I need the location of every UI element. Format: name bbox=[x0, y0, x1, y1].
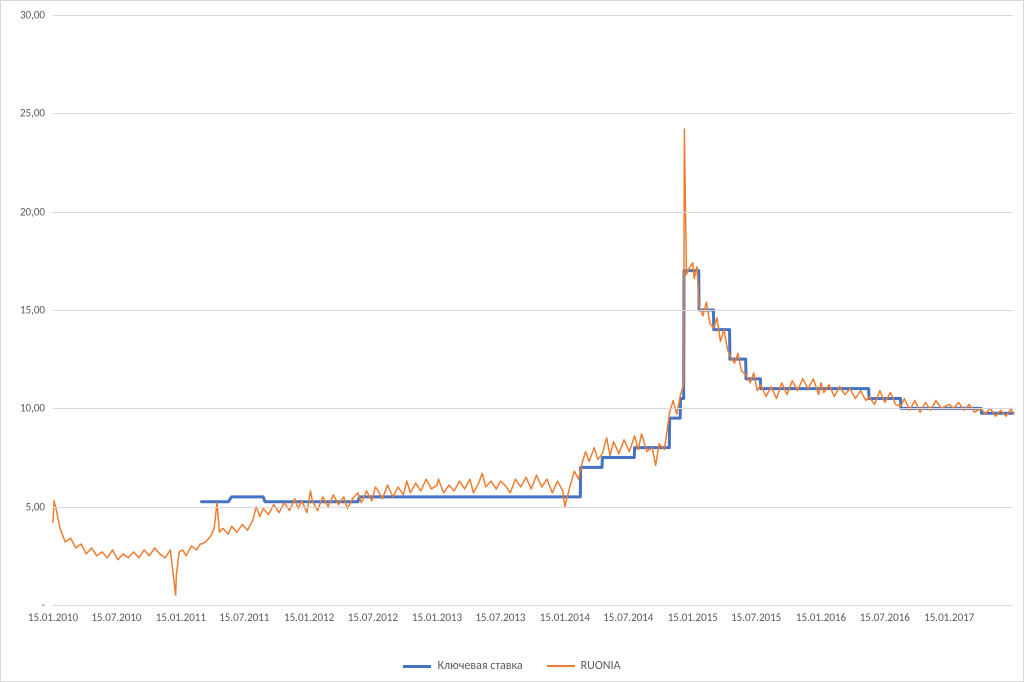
gridline bbox=[53, 408, 1013, 409]
x-axis-label: 15.07.2011 bbox=[212, 611, 276, 624]
x-axis-label: 15.07.2013 bbox=[468, 611, 532, 624]
y-axis-label: 10,00 bbox=[5, 402, 45, 415]
x-axis-label: 15.01.2016 bbox=[789, 611, 853, 624]
y-axis-label: 15,00 bbox=[5, 304, 45, 317]
x-axis-label: 15.07.2012 bbox=[341, 611, 405, 624]
x-axis-label: 15.07.2014 bbox=[596, 611, 660, 624]
plot-area bbox=[53, 15, 1013, 605]
x-axis-label: 15.01.2012 bbox=[277, 611, 341, 624]
y-axis-label: 30,00 bbox=[5, 9, 45, 22]
x-axis-label: 15.01.2013 bbox=[405, 611, 469, 624]
chart-container: Ключевая ставка RUONIA - 5,00 10,00 15,00 20… bbox=[0, 0, 1024, 682]
series-line bbox=[202, 271, 1013, 502]
x-axis-label: 15.01.2015 bbox=[661, 611, 725, 624]
gridline bbox=[53, 310, 1013, 311]
gridline bbox=[53, 605, 1013, 606]
y-axis-label: 25,00 bbox=[5, 107, 45, 120]
x-axis-label: 15.07.2010 bbox=[84, 611, 148, 624]
legend: Ключевая ставка RUONIA bbox=[1, 659, 1023, 673]
gridline bbox=[53, 113, 1013, 114]
legend-item-key-rate: Ключевая ставка bbox=[403, 659, 522, 673]
gridline bbox=[53, 212, 1013, 213]
x-axis-label: 15.07.2016 bbox=[853, 611, 917, 624]
x-axis-label: 15.01.2014 bbox=[533, 611, 597, 624]
series-line bbox=[53, 129, 1013, 595]
legend-swatch-ruonia bbox=[547, 665, 575, 667]
x-axis-label: 15.01.2017 bbox=[917, 611, 981, 624]
legend-label-ruonia: RUONIA bbox=[581, 659, 621, 673]
legend-swatch-key-rate bbox=[403, 665, 431, 668]
x-axis-label: 15.01.2011 bbox=[149, 611, 213, 624]
y-axis-label: 5,00 bbox=[5, 500, 45, 513]
y-axis-label: 20,00 bbox=[5, 205, 45, 218]
gridline bbox=[53, 507, 1013, 508]
legend-item-ruonia: RUONIA bbox=[547, 659, 621, 673]
legend-label-key-rate: Ключевая ставка bbox=[437, 659, 522, 673]
x-axis-label: 15.01.2010 bbox=[21, 611, 85, 624]
y-axis-label: - bbox=[5, 599, 45, 612]
gridline bbox=[53, 15, 1013, 16]
x-axis-label: 15.07.2015 bbox=[724, 611, 788, 624]
